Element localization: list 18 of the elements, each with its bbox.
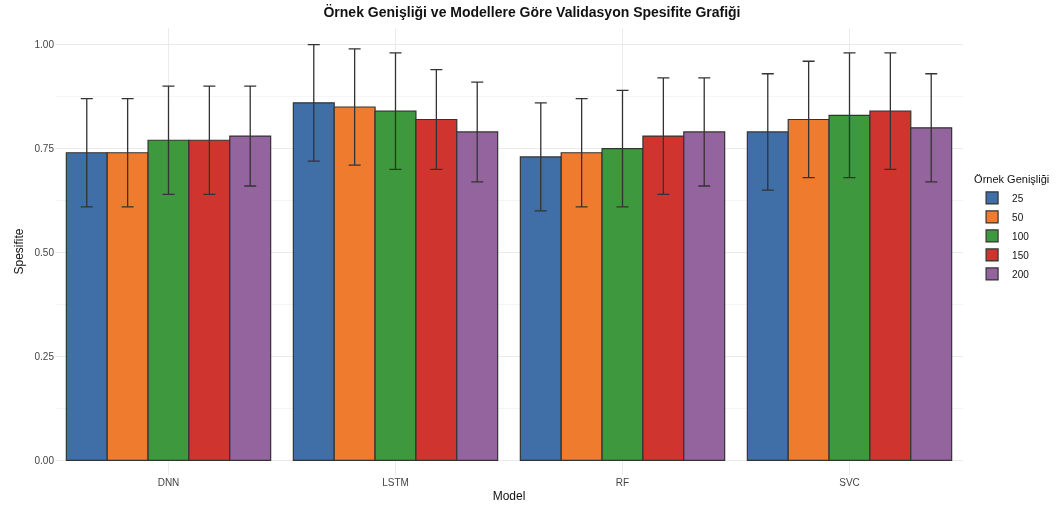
- y-tick-label: 0.25: [34, 350, 55, 362]
- x-tick-label: LSTM: [382, 477, 409, 488]
- y-tick-label: 0.50: [34, 247, 55, 259]
- legend-label: 100: [1012, 230, 1030, 242]
- legend-label: 25: [1012, 192, 1024, 204]
- x-tick-label: RF: [615, 477, 630, 488]
- legend-label: 150: [1012, 249, 1030, 261]
- legend-label: 200: [1012, 268, 1030, 280]
- legend-title: Örnek Genişliği: [974, 173, 1050, 186]
- x-tick-label: SVC: [839, 477, 860, 488]
- y-tick-label: 0.00: [34, 454, 55, 466]
- y-tick-label: 0.75: [34, 143, 55, 155]
- y-axis-title: Spesifite: [11, 228, 26, 275]
- legend-label: 50: [1012, 211, 1024, 223]
- x-axis-title: Model: [492, 488, 526, 503]
- x-tick-label: DNN: [157, 477, 180, 488]
- y-tick-label: 1.00: [34, 39, 55, 51]
- chart-title: Örnek Genişliği ve Modellere Göre Validasyon Spesifite Grafiği: [323, 4, 741, 21]
